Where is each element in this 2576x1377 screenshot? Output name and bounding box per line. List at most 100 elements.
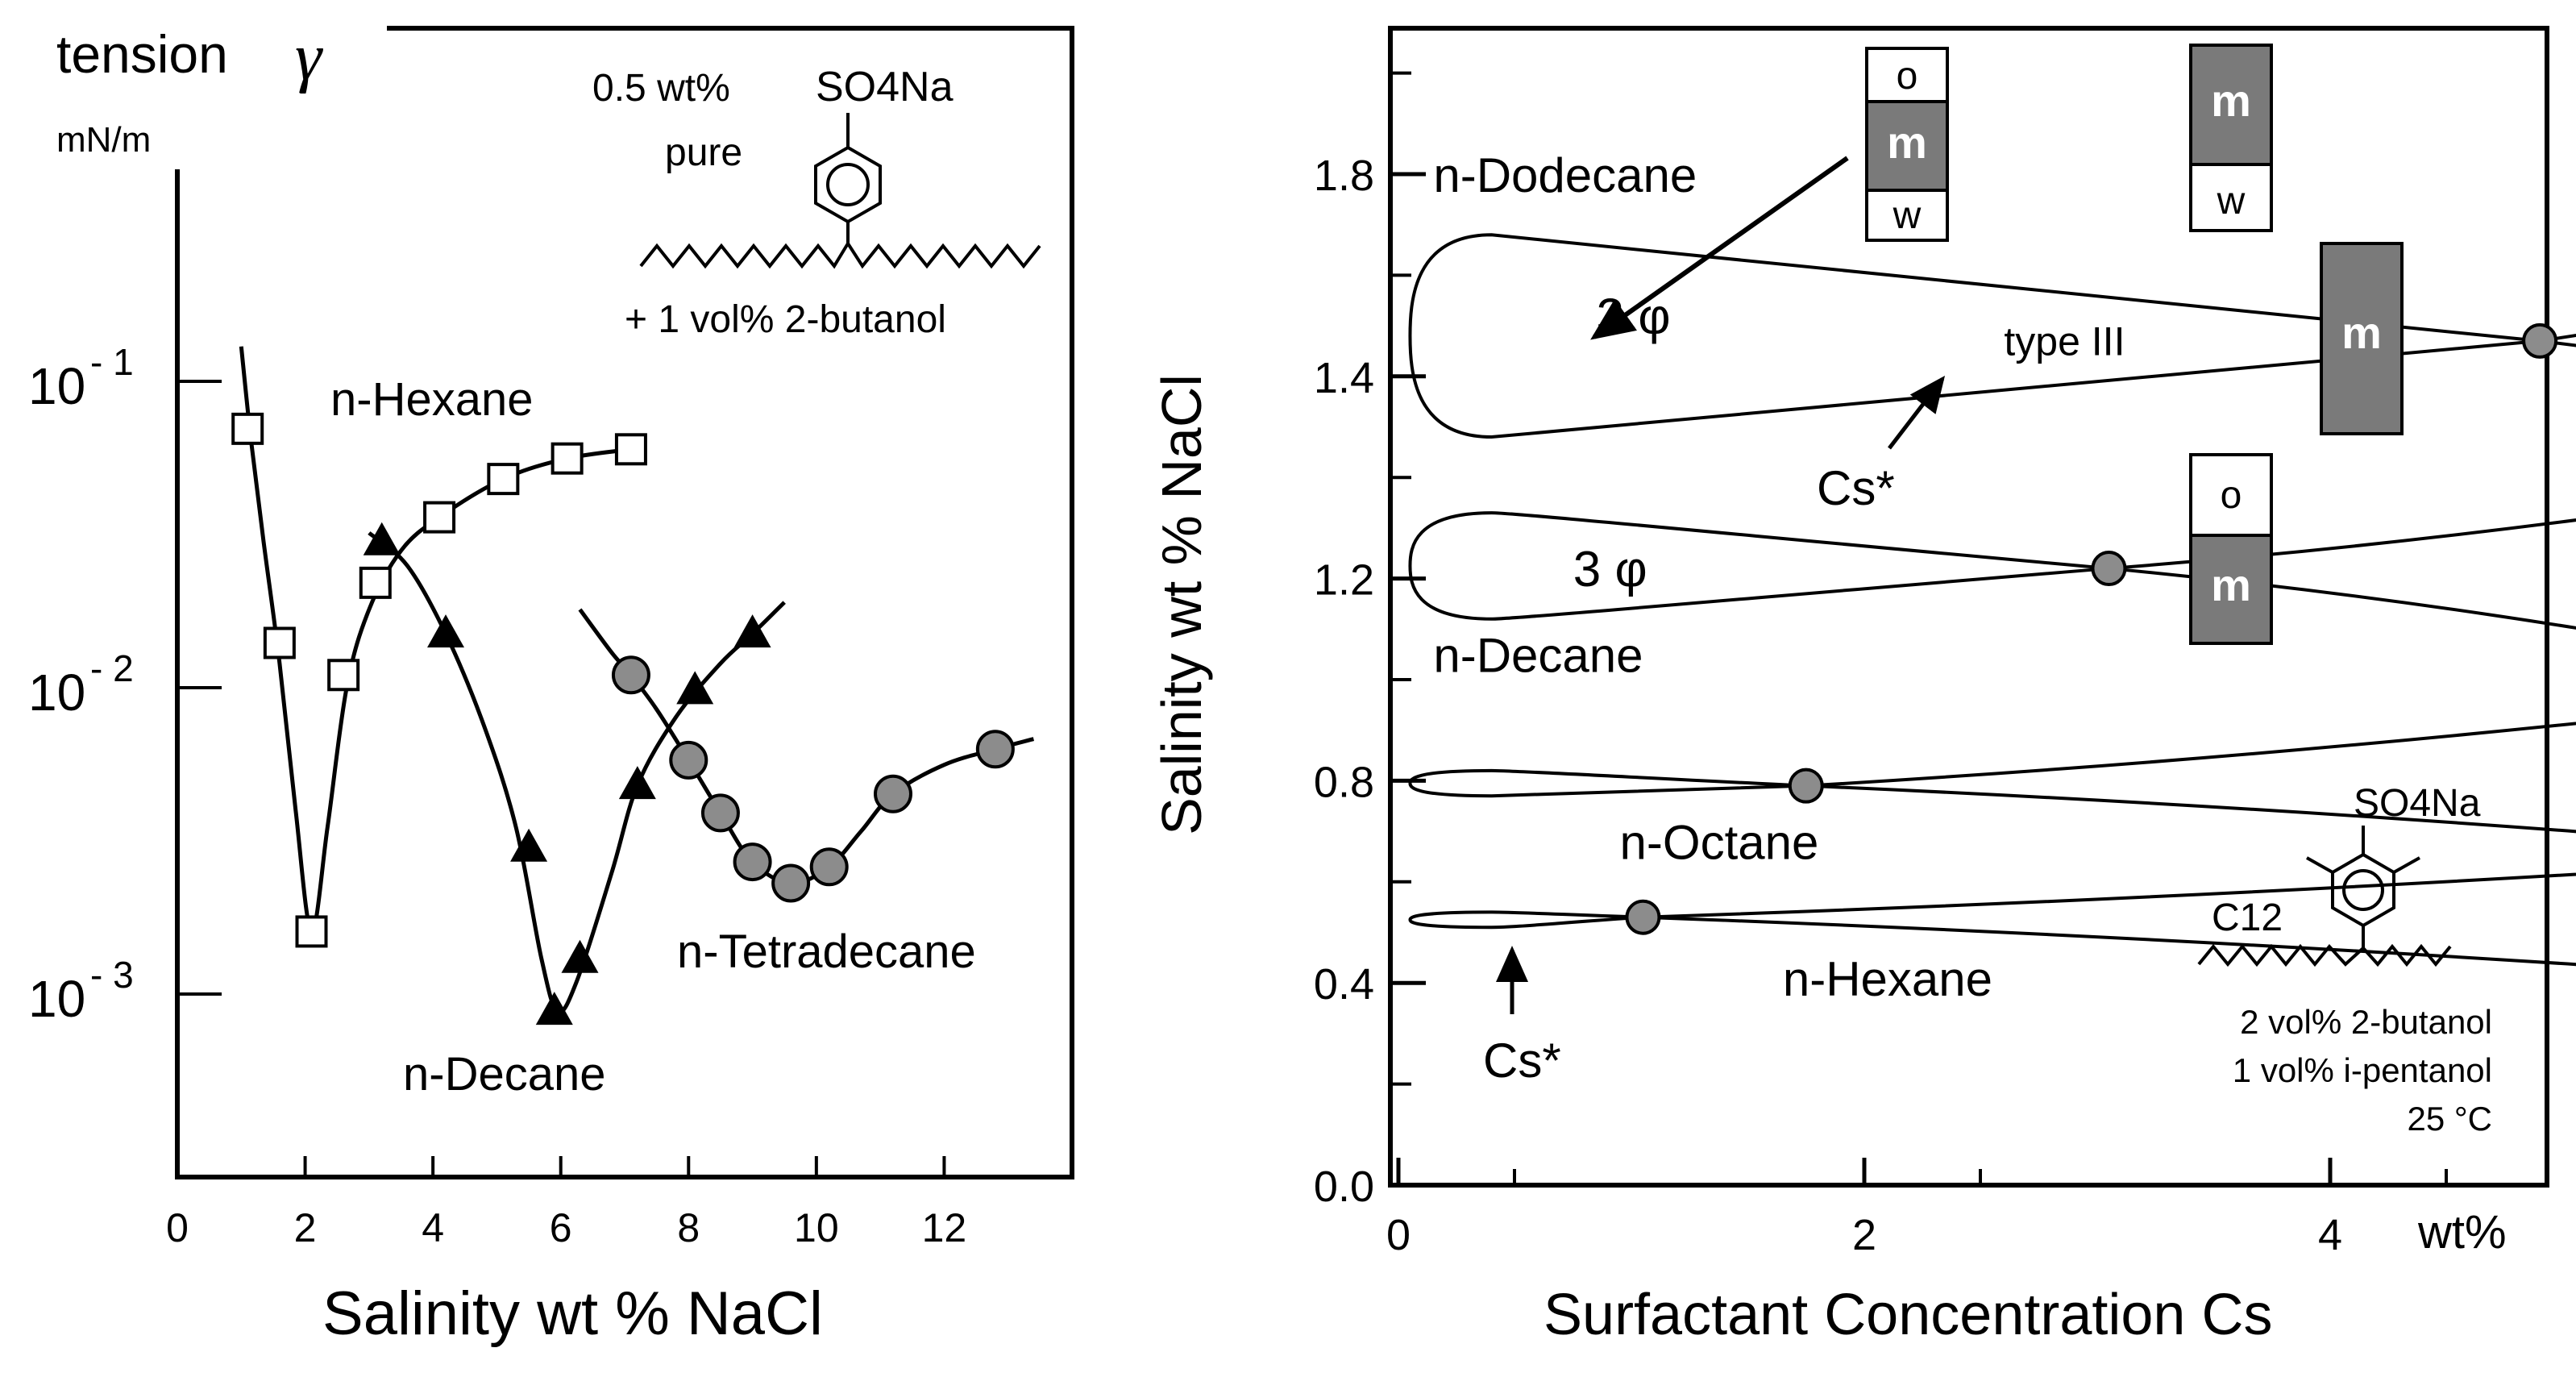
phase-label-m: m	[1887, 117, 1927, 168]
phase-label-m: m	[2341, 307, 2382, 358]
left-x-tick-label: 2	[294, 1205, 317, 1250]
phase-boundary-lower	[1805, 784, 2576, 834]
left-group-label: SO4Na	[816, 64, 954, 110]
left-x-tick-label: 4	[422, 1205, 444, 1250]
hexane-data-point	[327, 659, 360, 692]
phase-label-m: m	[2211, 75, 2251, 126]
left-x-tick-label: 12	[922, 1205, 967, 1250]
left-y-tick-exponent: - 2	[90, 647, 134, 689]
decane-data-point	[676, 671, 714, 705]
right-y-tick-label: 0.0	[1314, 1163, 1374, 1211]
phase-boundary-upper	[1643, 872, 2576, 919]
left-plot-frame	[175, 26, 1074, 1179]
oil-curve-label: n-Octane	[1620, 816, 1819, 870]
cs-star-point	[2522, 322, 2558, 359]
phase-region-label: type III	[2004, 318, 2125, 364]
left-x-axis-title: Salinity wt % NaCl	[322, 1279, 823, 1348]
right-x-tick-label: 4	[2318, 1211, 2342, 1259]
arrow-cs-star-dodecane	[1888, 376, 1946, 450]
phase-boundary-upper	[2109, 518, 2576, 571]
left-y-tick-label: 10	[28, 664, 85, 722]
left-x-tick-label: 6	[550, 1205, 572, 1250]
phase-region-label: 3 φ	[1573, 542, 1647, 597]
right-x-axis-title: Surfactant Concentration Cs	[1544, 1283, 2272, 1347]
hexane-data-point	[231, 412, 264, 445]
decane-data-point	[561, 939, 599, 973]
phase-boundary-loop	[1408, 910, 1643, 930]
inset-line-1: 2 vol% 2-butanol	[2240, 1003, 2492, 1041]
hexane-data-point	[487, 463, 520, 496]
left-x-tick-label: 8	[677, 1205, 700, 1250]
phase-label-o: o	[2221, 474, 2242, 517]
phase-box-m: m	[2320, 242, 2404, 435]
decane-data-point	[733, 614, 771, 648]
right-y-axis-title: Salinity wt % NaCl	[1150, 374, 1213, 835]
hexane-data-point	[614, 433, 647, 466]
decane-data-point	[535, 992, 573, 1025]
hexane-data-point	[295, 915, 328, 948]
left-y-symbol: γ	[295, 19, 323, 94]
hexane-data-point	[359, 566, 392, 599]
hexane-data-point	[263, 626, 296, 659]
right-y-tick-label: 1.4	[1314, 354, 1374, 402]
right-y-tick-label: 1.2	[1314, 556, 1374, 605]
tetradecane-data-point	[700, 793, 740, 833]
left-series-label: n-Hexane	[330, 373, 533, 426]
hexane-data-point	[551, 442, 584, 475]
tetradecane-data-point	[669, 740, 708, 780]
phase-boundary-loop	[1408, 768, 1806, 798]
phase-label-w: w	[1893, 194, 1922, 237]
inset-chain-label: C12	[2212, 897, 2283, 939]
left-series-label: n-Tetradecane	[677, 926, 976, 978]
oil-curve-label: n-Hexane	[1783, 952, 1992, 1006]
left-annotations: n-Hexane n-Decane n-Tetradecane	[330, 373, 976, 1100]
inset-line-3: 25 °C	[2407, 1100, 2492, 1138]
decane-data-point	[363, 522, 401, 555]
phase-boundary-loop	[1408, 511, 2109, 621]
right-y-tick-label: 0.8	[1314, 758, 1374, 806]
inset-line-2: 1 vol% i-pentanol	[2233, 1051, 2492, 1089]
cs-star-label-hexane: Cs*	[1483, 1034, 1561, 1088]
arrow-to-3phase	[1590, 156, 1849, 340]
left-y-tick-label: 10	[28, 970, 85, 1028]
phase-label-w: w	[2217, 180, 2246, 223]
tetradecane-data-point	[611, 655, 650, 695]
phase-boundary-lower	[2109, 567, 2576, 630]
tetradecane-data-point	[975, 730, 1015, 769]
left-y-unit: mN/m	[56, 120, 151, 160]
left-y-title: tension	[56, 24, 228, 84]
left-x-tick-label: 0	[166, 1205, 189, 1250]
left-y-tick-label: 10	[28, 357, 85, 415]
hexane-data-point	[423, 501, 456, 534]
left-concentration-label: 0.5 wt%	[592, 67, 730, 110]
right-cs-star-points	[1625, 322, 2558, 935]
phase-boundary-upper	[1805, 722, 2576, 788]
left-y-tick-exponent: - 1	[90, 341, 134, 383]
left-frame-line	[175, 26, 1074, 1179]
phase-boundary-loop	[1408, 233, 2541, 439]
right-y-tick-label: 0.4	[1314, 960, 1374, 1009]
inset-group-label: SO4Na	[2354, 782, 2481, 825]
phase-label-o: o	[1897, 55, 1918, 98]
right-molecule-structure	[2197, 826, 2452, 967]
left-series-curve	[239, 346, 632, 934]
right-plot-frame	[1388, 26, 2549, 1188]
phase-box-m-w: m w	[2189, 44, 2273, 232]
left-purity-label: pure	[665, 131, 742, 174]
left-series-label: n-Decane	[403, 1048, 605, 1100]
oil-curve-label: n-Dodecane	[1433, 148, 1697, 202]
tetradecane-data-point	[733, 842, 772, 882]
left-markers	[231, 412, 1015, 1025]
left-cosolvent-label: + 1 vol% 2-butanol	[625, 298, 946, 341]
cs-star-point	[1625, 899, 1661, 935]
right-axes: 024680.00.40.81.21.41.8	[1314, 71, 2448, 1259]
left-molecule-structure	[639, 113, 1041, 269]
tetradecane-data-point	[809, 847, 849, 887]
decane-data-point	[618, 766, 656, 800]
left-series-curve	[578, 608, 1035, 886]
right-x-tick-label: 0	[1386, 1211, 1411, 1259]
